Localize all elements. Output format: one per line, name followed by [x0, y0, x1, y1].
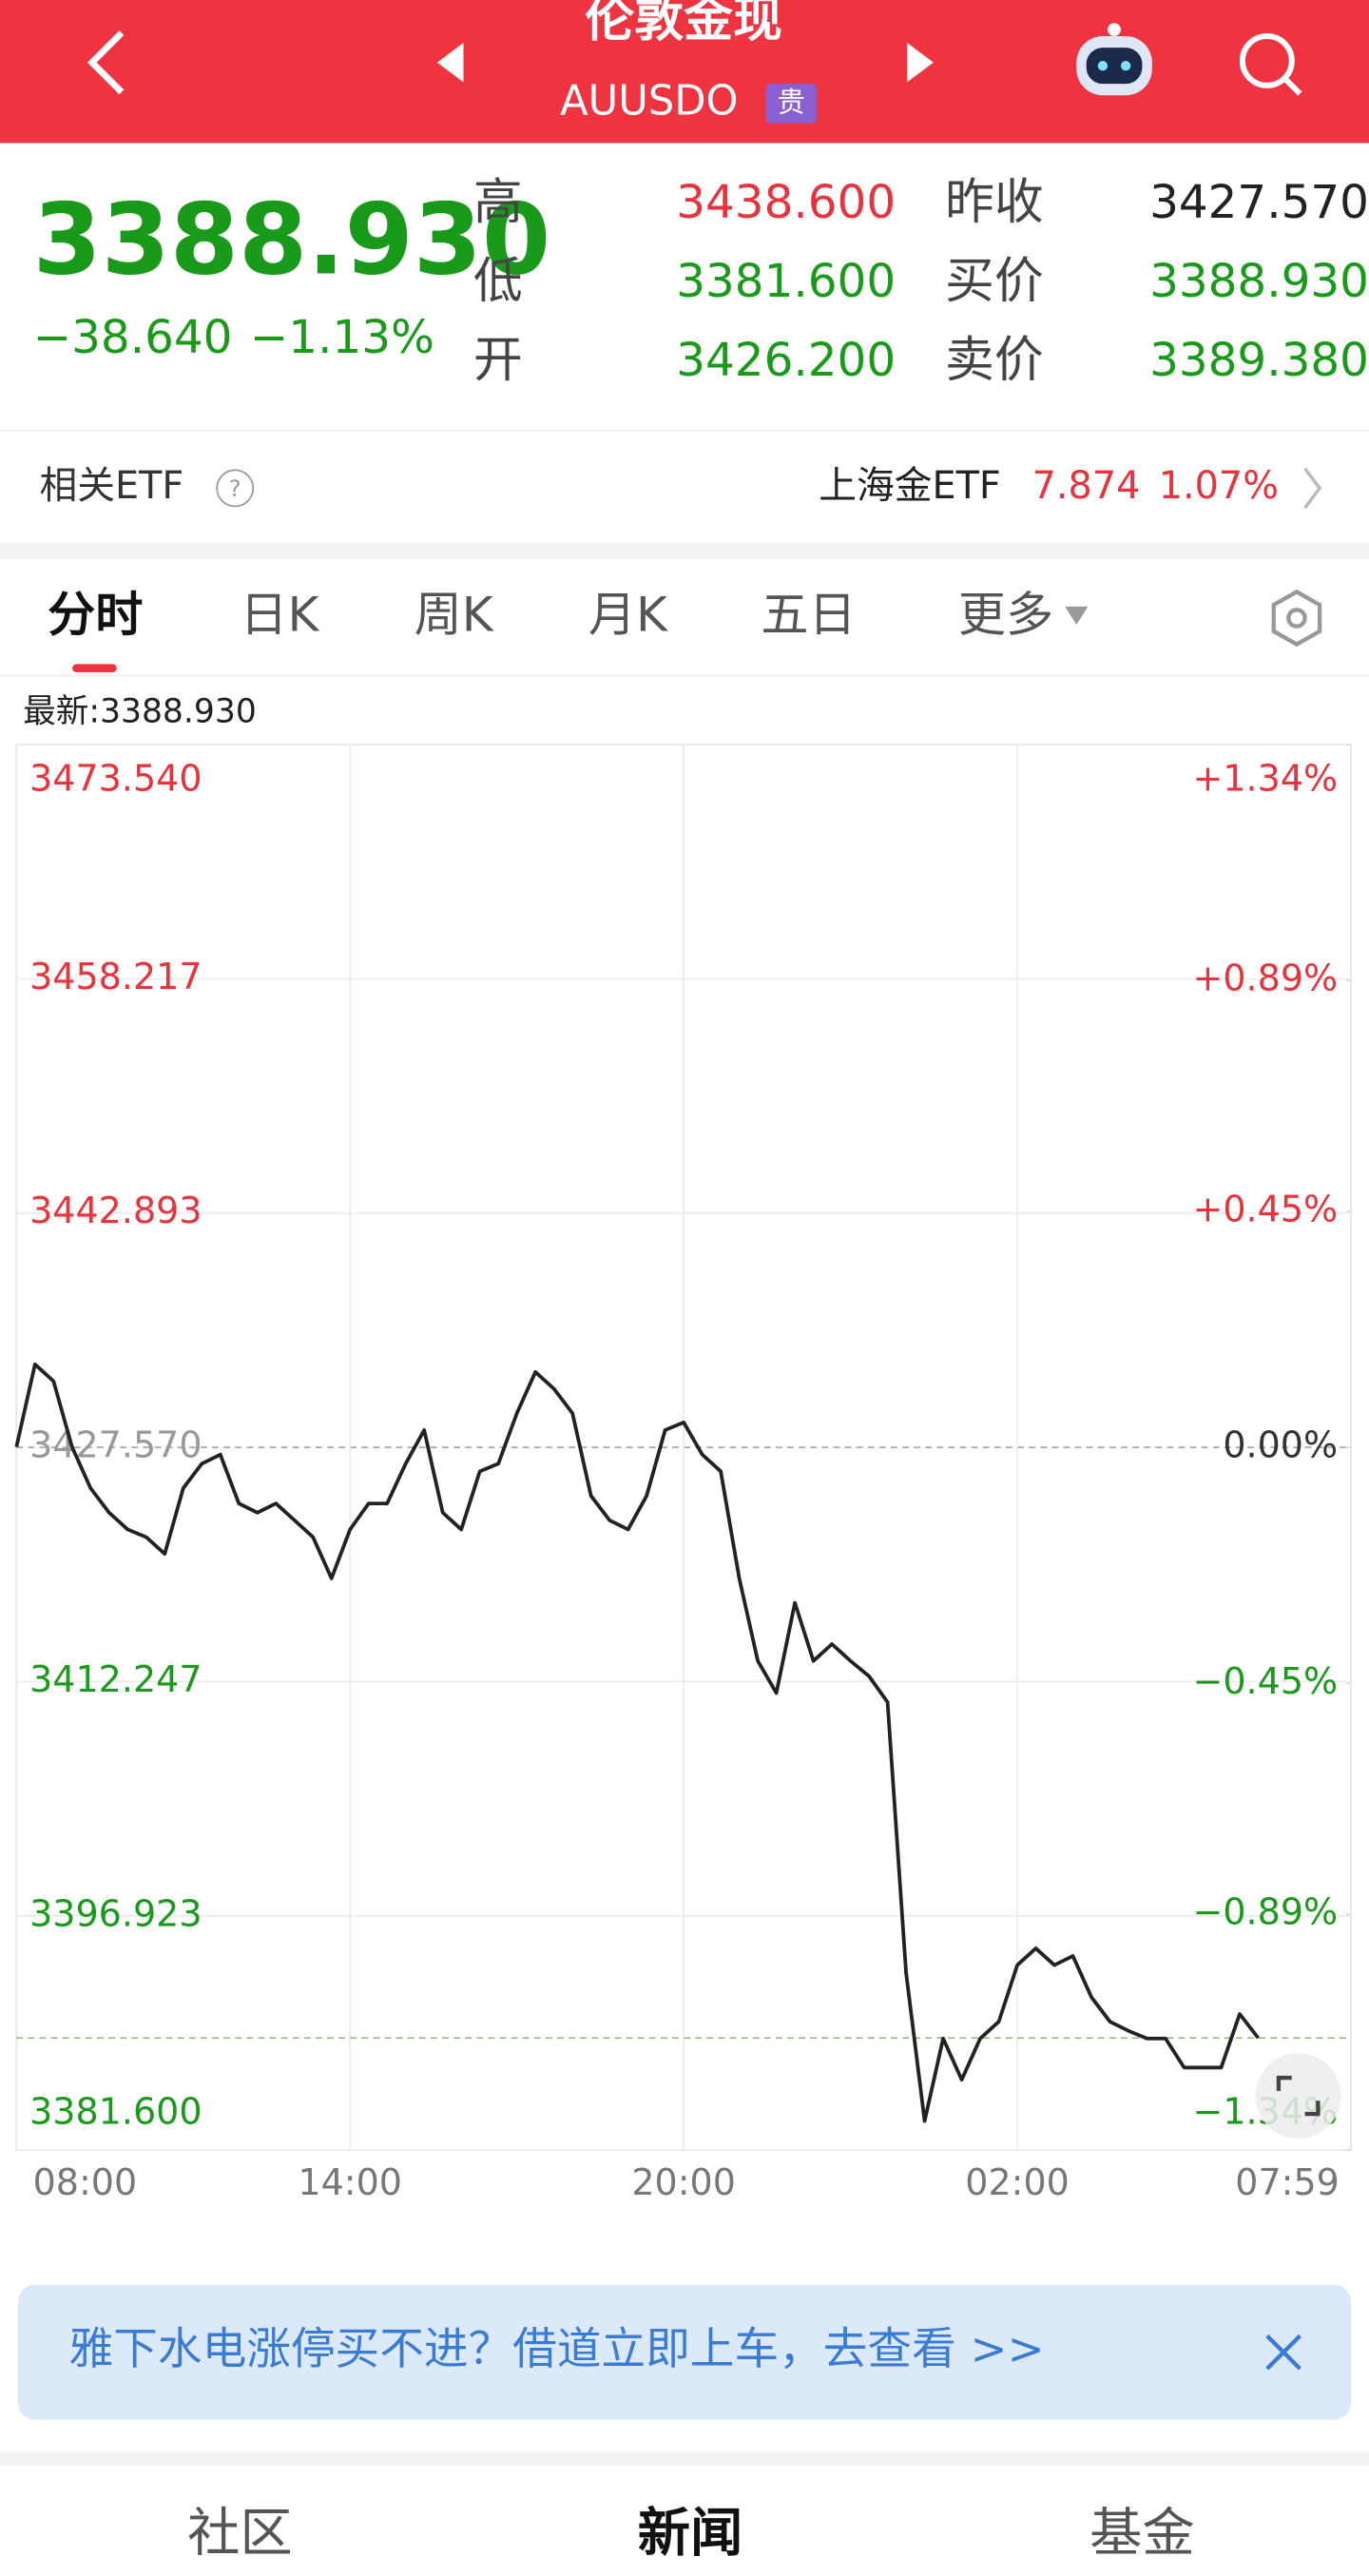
- more-arrow: [1065, 606, 1089, 625]
- bottom-tab[interactable]: 新闻: [638, 2503, 743, 2564]
- title: 伦敦金现: [585, 0, 781, 48]
- stats: 高 3438.600 低 3381.600 开 3426.200 昨收 3427.570 买价 3…: [473, 174, 1369, 389]
- y-tick-label: 3442.893: [29, 1190, 202, 1231]
- stat-value: 3388.930: [1149, 255, 1369, 308]
- code: AUUSDO: [560, 77, 739, 125]
- back-button[interactable]: [87, 30, 125, 95]
- stat-label: 低: [473, 253, 523, 310]
- stat-label: 昨收: [945, 174, 1044, 231]
- tab[interactable]: 月K: [588, 586, 668, 642]
- bottom-tab[interactable]: 社区: [187, 2503, 293, 2564]
- bottom-tabs: 社区 新闻 基金: [187, 2503, 1195, 2564]
- settings-icon[interactable]: [1271, 589, 1322, 648]
- y2-tick-label: +1.34%: [1193, 758, 1339, 800]
- latest-label: 最新:3388.930: [23, 693, 257, 731]
- etf-label: 相关ETF: [39, 464, 183, 508]
- x-tick-label: 02:00: [965, 2161, 1070, 2203]
- stat-value: 3381.600: [676, 255, 896, 308]
- etf-name[interactable]: 上海金ETF: [819, 464, 1001, 508]
- banner-close[interactable]: [1265, 2334, 1302, 2371]
- prev-button[interactable]: [436, 42, 464, 83]
- stat-label: 高: [473, 174, 523, 231]
- stat-value: 3389.380: [1149, 334, 1369, 387]
- change: −38.640: [33, 311, 233, 364]
- tab[interactable]: 更多: [958, 586, 1053, 642]
- badge-bg: [765, 84, 818, 124]
- gap: [0, 2452, 1369, 2467]
- zoom-button[interactable]: [1255, 2053, 1341, 2140]
- settings-dot: [1286, 608, 1307, 629]
- stat-label: 开: [473, 332, 523, 389]
- tab[interactable]: 日K: [240, 586, 319, 642]
- x-tick-label: 20:00: [631, 2161, 736, 2203]
- price-line: [14, 1362, 1261, 2123]
- stat-label: 卖价: [945, 332, 1044, 389]
- y-tick-label: 3381.600: [29, 2091, 202, 2133]
- y2-tick-label: −0.45%: [1193, 1660, 1339, 1702]
- x-tick-label: 07:59: [1235, 2161, 1340, 2203]
- y-tick-label: 3427.570: [29, 1424, 202, 1466]
- chart: 3473.540 3458.217 3442.893 3427.570 3412.247…: [14, 744, 1352, 2203]
- y-tick-label: 3412.247: [29, 1658, 202, 1700]
- stat-label: 买价: [945, 253, 1044, 310]
- y2-tick-label: +0.45%: [1193, 1188, 1339, 1230]
- chevron: [1303, 467, 1322, 510]
- tab[interactable]: 五日: [761, 586, 856, 642]
- gap: [0, 542, 1369, 559]
- tabs: 分时 日K 周K 月K 五日 更多: [48, 586, 1053, 642]
- stat-value: 3438.600: [676, 176, 896, 229]
- banner[interactable]: [18, 2284, 1351, 2420]
- bottom-tab[interactable]: 基金: [1089, 2503, 1195, 2564]
- help-glyph: ?: [229, 475, 241, 502]
- banner-text[interactable]: 雅下水电涨停买不进？借道立即上车，去查看 >>: [69, 2324, 1045, 2375]
- change-pct: −1.13%: [250, 311, 434, 364]
- help-icon[interactable]: [216, 469, 255, 508]
- y2-tick-label: −0.89%: [1193, 1890, 1339, 1932]
- y-tick-label: 3396.923: [29, 1892, 202, 1934]
- tab[interactable]: 周K: [415, 586, 494, 642]
- robot-icon[interactable]: [1076, 23, 1152, 96]
- search-icon[interactable]: [1239, 33, 1302, 96]
- badge: 贵: [778, 86, 805, 118]
- x-tick-label: 14:00: [298, 2161, 402, 2203]
- y2-tick-label: 0.00%: [1223, 1424, 1338, 1466]
- price: 3388.930: [33, 184, 551, 298]
- etf-change: 1.07%: [1159, 464, 1279, 508]
- x-tick-label: 08:00: [33, 2161, 138, 2203]
- stat-value: 3427.570: [1149, 176, 1369, 229]
- stat-value: 3426.200: [676, 334, 896, 387]
- y2-tick-label: +0.89%: [1193, 958, 1339, 999]
- tab-indicator: [72, 664, 117, 673]
- y-tick-label: 3473.540: [29, 758, 202, 800]
- tab[interactable]: 分时: [48, 586, 143, 642]
- etf-price: 7.874: [1032, 464, 1141, 508]
- next-button[interactable]: [907, 42, 934, 83]
- y-tick-label: 3458.217: [29, 956, 202, 997]
